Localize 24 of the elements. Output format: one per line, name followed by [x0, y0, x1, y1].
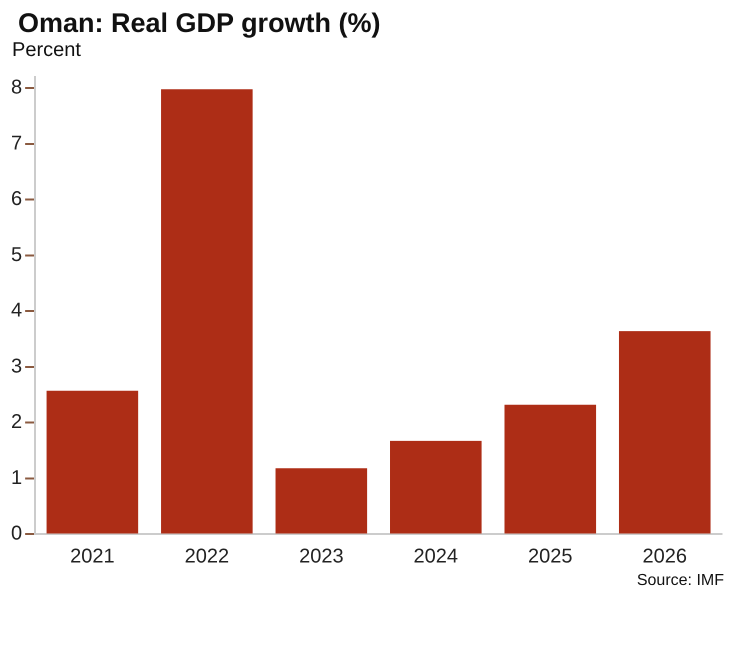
bar [390, 440, 482, 534]
y-axis-title: Percent [12, 39, 82, 62]
y-tick-label: 4 [11, 300, 22, 322]
bar [504, 404, 596, 534]
x-tick-label: 2024 [414, 546, 458, 568]
y-tick-label: 6 [11, 188, 22, 210]
x-tick-label: 2021 [70, 546, 115, 568]
x-tick-label: 2026 [642, 546, 688, 568]
y-tick-label: 8 [11, 76, 22, 99]
bar [276, 468, 368, 534]
y-tick-label: 0 [11, 522, 22, 545]
y-tick-label: 1 [11, 466, 22, 489]
bar [46, 390, 138, 534]
y-tick-label: 3 [11, 355, 22, 378]
source-note: Source: IMF [636, 572, 724, 590]
y-tick-label: 5 [11, 244, 22, 266]
chart-title: Oman: Real GDP growth (%) [18, 8, 382, 39]
x-tick-label: 2025 [528, 546, 573, 568]
y-tick-label: 2 [11, 411, 22, 434]
y-tick-label: 7 [11, 132, 22, 154]
bar [161, 89, 253, 534]
x-tick-label: 2022 [184, 546, 230, 568]
x-tick-label: 2023 [299, 546, 344, 568]
bar [618, 331, 711, 534]
